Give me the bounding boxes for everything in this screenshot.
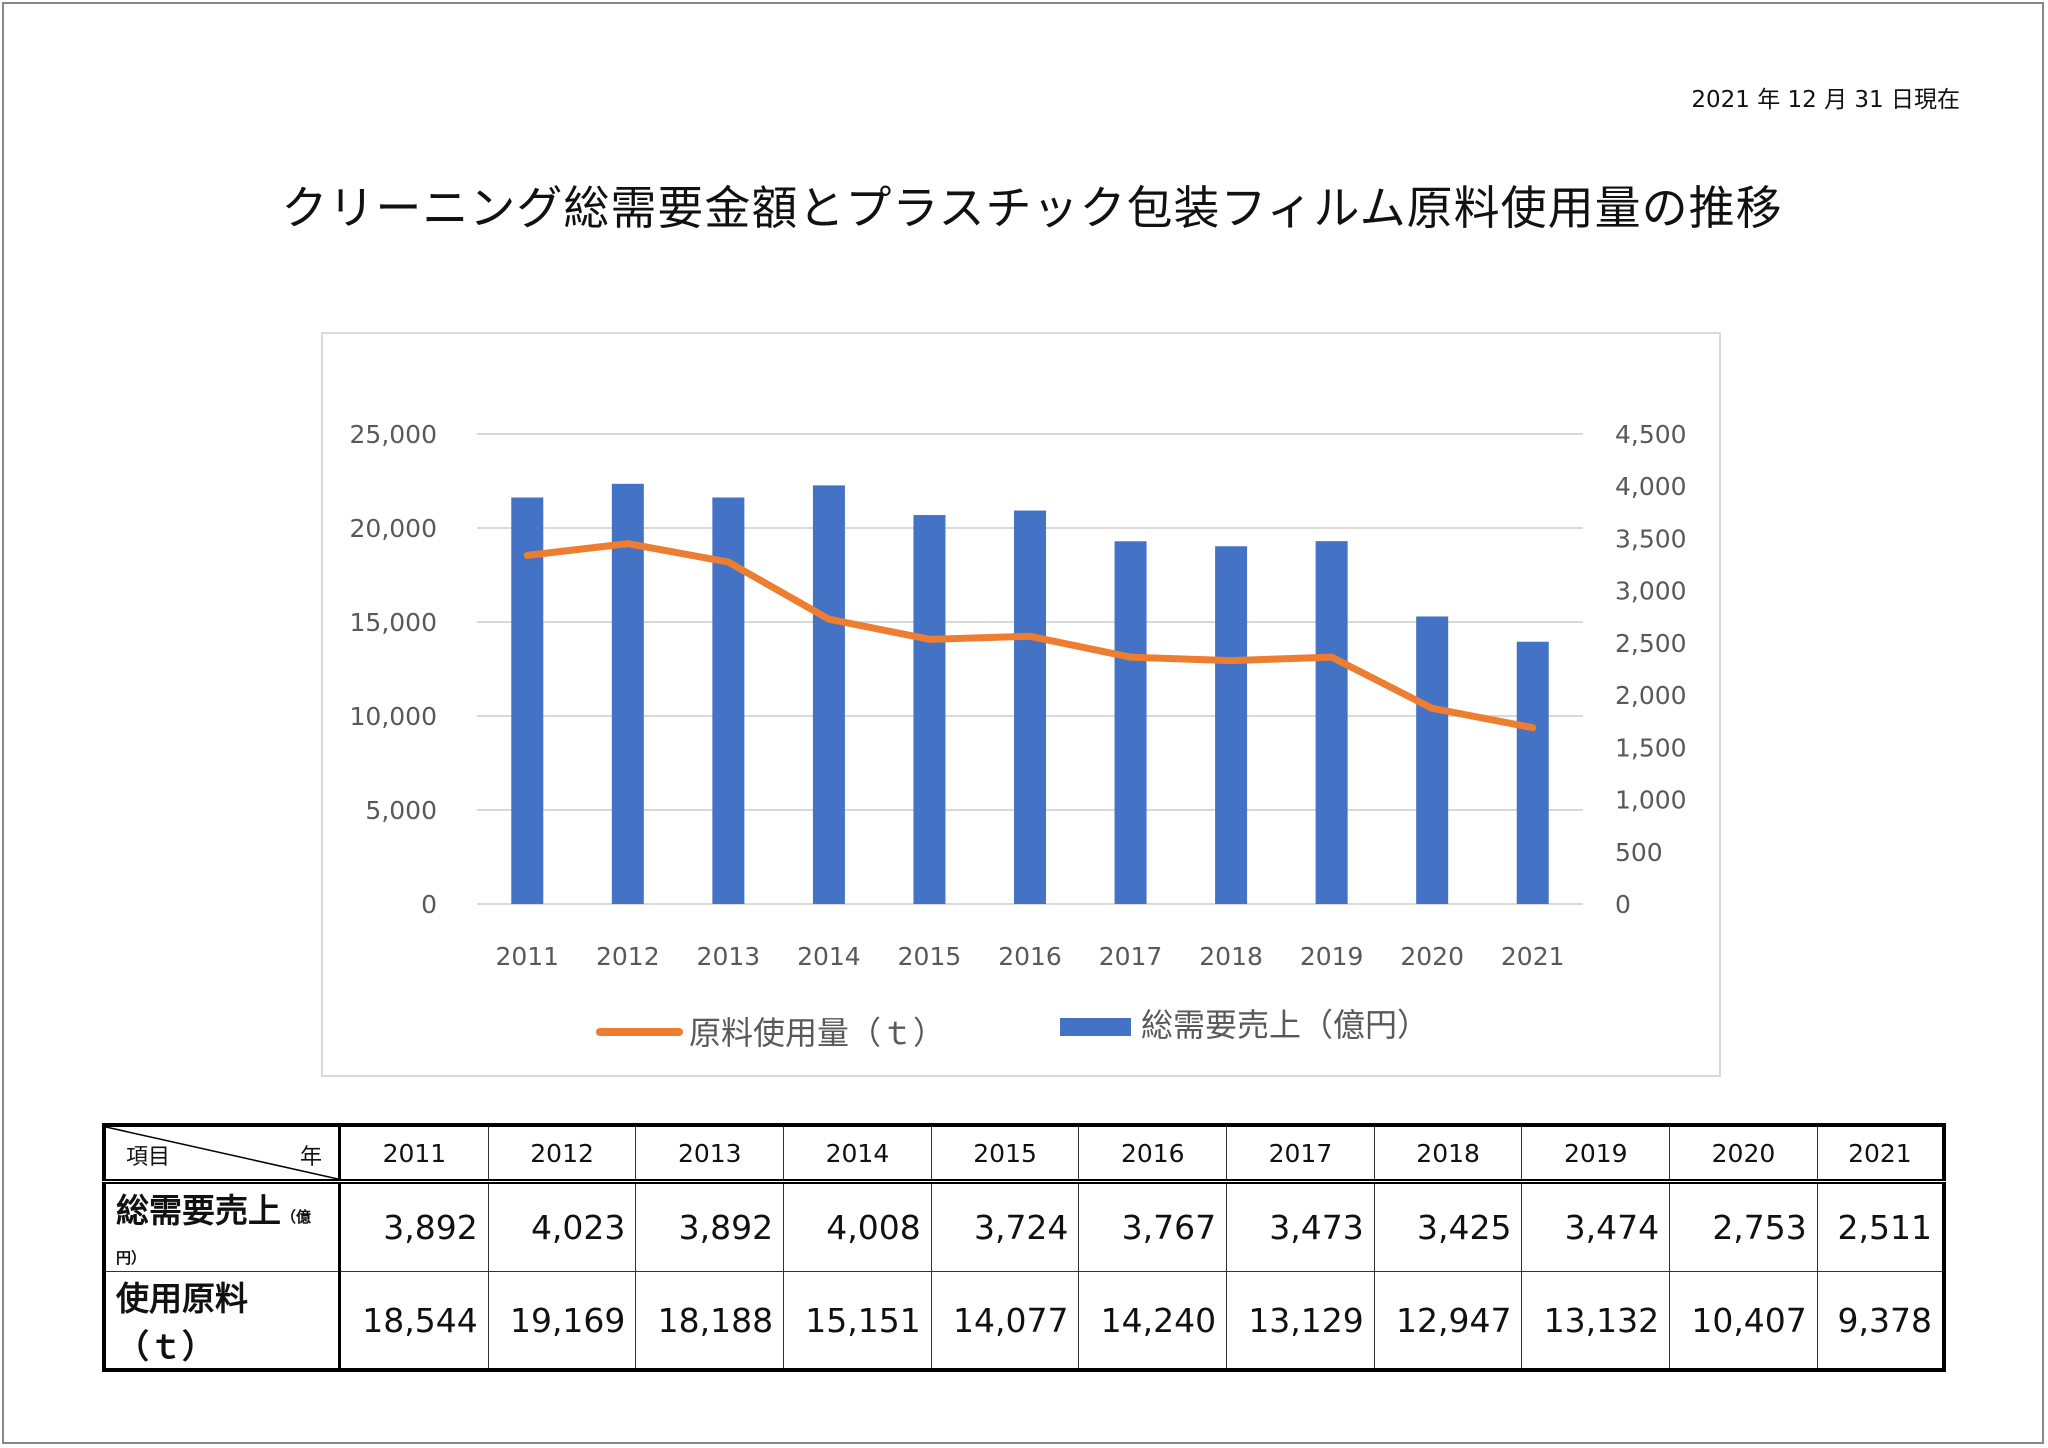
year-header: 2015 <box>930 1124 1080 1184</box>
chart-svg: 0 5,000 10,000 15,000 20,000 25,000 0 500 1,000 1… <box>350 420 1687 1052</box>
corner-label-item: 項目 <box>126 1145 171 1170</box>
year-header: 2017 <box>1226 1124 1375 1184</box>
table-cell: 3,767 <box>1078 1181 1228 1272</box>
year-header: 2018 <box>1373 1124 1523 1184</box>
table-cell: 19,169 <box>487 1271 637 1371</box>
year-header: 2019 <box>1521 1124 1671 1184</box>
row-label: 総需要売上（億円） <box>103 1181 341 1272</box>
chart: 0 5,000 10,000 15,000 20,000 25,000 0 500 1,000 1… <box>321 332 1721 1077</box>
left-tick-label: 20,000 <box>350 514 437 543</box>
page-title: クリーニング総需要金額とプラスチック包装フィルム原料使用量の推移 <box>281 181 1783 235</box>
x-tick-label: 2019 <box>1300 942 1364 971</box>
right-tick-label: 1,000 <box>1615 786 1687 815</box>
table-cell: 18,188 <box>635 1271 785 1371</box>
row-label-text: 使用原料（ｔ） <box>116 1279 248 1366</box>
row-label: 使用原料（ｔ） <box>103 1271 341 1371</box>
right-tick-label: 2,500 <box>1615 629 1687 658</box>
table-cell: 12,947 <box>1373 1271 1523 1371</box>
table-cell: 13,129 <box>1226 1271 1375 1371</box>
x-tick-label: 2021 <box>1501 942 1565 971</box>
legend-line-label: 原料使用量（ｔ） <box>689 1014 945 1052</box>
year-header: 2020 <box>1669 1124 1818 1184</box>
left-tick-label: 10,000 <box>350 702 437 731</box>
year-header: 2016 <box>1078 1124 1228 1184</box>
x-tick-label: 2020 <box>1400 942 1464 971</box>
right-tick-label: 1,500 <box>1615 733 1687 762</box>
bar <box>611 483 644 904</box>
legend-bar-label: 総需要売上（億円） <box>1141 1006 1429 1044</box>
right-tick-label: 2,000 <box>1615 681 1687 710</box>
right-tick-label: 500 <box>1615 838 1663 867</box>
table-cell: 4,023 <box>487 1181 637 1272</box>
bar <box>913 515 946 904</box>
bar <box>511 497 544 904</box>
table-row-sales: 総需要売上（億円） 3,892 4,023 3,892 4,008 3,724 3,767… <box>103 1181 1945 1272</box>
bar <box>1416 616 1449 904</box>
diagonal-line <box>106 1127 338 1179</box>
table-cell: 3,425 <box>1373 1181 1523 1272</box>
right-tick-label: 4,000 <box>1615 472 1687 501</box>
x-tick-label: 2017 <box>1099 942 1163 971</box>
table-cell: 9,378 <box>1816 1271 1945 1371</box>
table-cell: 14,077 <box>930 1271 1080 1371</box>
x-tick-label: 2018 <box>1199 942 1263 971</box>
x-tick-label: 2014 <box>797 942 861 971</box>
year-header: 2012 <box>487 1124 637 1184</box>
bar <box>1114 541 1147 904</box>
table-row-material: 使用原料（ｔ） 18,544 19,169 18,188 15,151 14,077 14… <box>103 1271 1945 1371</box>
bar <box>1516 641 1549 904</box>
year-header: 2014 <box>783 1124 932 1184</box>
table-cell: 13,132 <box>1521 1271 1671 1371</box>
data-table: 項目 年 2011 2012 2013 2014 2015 2016 2017 2018 201… <box>102 1123 1946 1372</box>
year-header: 2011 <box>339 1124 489 1184</box>
as-of-date: 2021 年 12 月 31 日現在 <box>1691 87 1960 113</box>
table-corner-cell: 項目 年 <box>103 1124 341 1184</box>
table-cell: 14,240 <box>1078 1271 1228 1371</box>
x-tick-label: 2016 <box>998 942 1062 971</box>
x-tick-label: 2015 <box>898 942 962 971</box>
right-tick-label: 0 <box>1615 890 1631 919</box>
table-cell: 2,753 <box>1669 1181 1818 1272</box>
left-tick-label: 25,000 <box>350 420 437 449</box>
bar <box>1315 541 1348 904</box>
corner-label-year: 年 <box>299 1145 322 1170</box>
table-cell: 3,473 <box>1226 1181 1375 1272</box>
table-cell: 3,724 <box>930 1181 1080 1272</box>
year-header: 2021 <box>1816 1124 1945 1184</box>
bar <box>1215 546 1248 904</box>
table-cell: 4,008 <box>783 1181 932 1272</box>
table-cell: 3,892 <box>635 1181 785 1272</box>
table-cell: 3,892 <box>339 1181 489 1272</box>
left-tick-label: 5,000 <box>365 796 437 825</box>
table-cell: 3,474 <box>1521 1181 1671 1272</box>
table-cell: 18,544 <box>339 1271 489 1371</box>
legend-bar-swatch <box>1060 1018 1131 1036</box>
right-tick-label: 3,500 <box>1615 524 1687 553</box>
right-tick-label: 4,500 <box>1615 420 1687 449</box>
x-tick-label: 2013 <box>697 942 761 971</box>
table-cell: 2,511 <box>1816 1181 1945 1272</box>
table-cell: 15,151 <box>783 1271 932 1371</box>
bar <box>812 485 845 904</box>
x-tick-label: 2012 <box>596 942 660 971</box>
row-label-unit: （億円） <box>116 1208 312 1267</box>
table-header-row: 項目 年 2011 2012 2013 2014 2015 2016 2017 2018 201… <box>103 1124 1945 1184</box>
right-tick-label: 3,000 <box>1615 577 1687 606</box>
left-tick-label: 0 <box>421 890 437 919</box>
left-tick-label: 15,000 <box>350 608 437 637</box>
bar <box>1014 510 1046 904</box>
year-header: 2013 <box>635 1124 785 1184</box>
table-cell: 10,407 <box>1669 1271 1818 1371</box>
row-label-text: 総需要売上 <box>116 1191 281 1230</box>
x-tick-label: 2011 <box>495 942 559 971</box>
